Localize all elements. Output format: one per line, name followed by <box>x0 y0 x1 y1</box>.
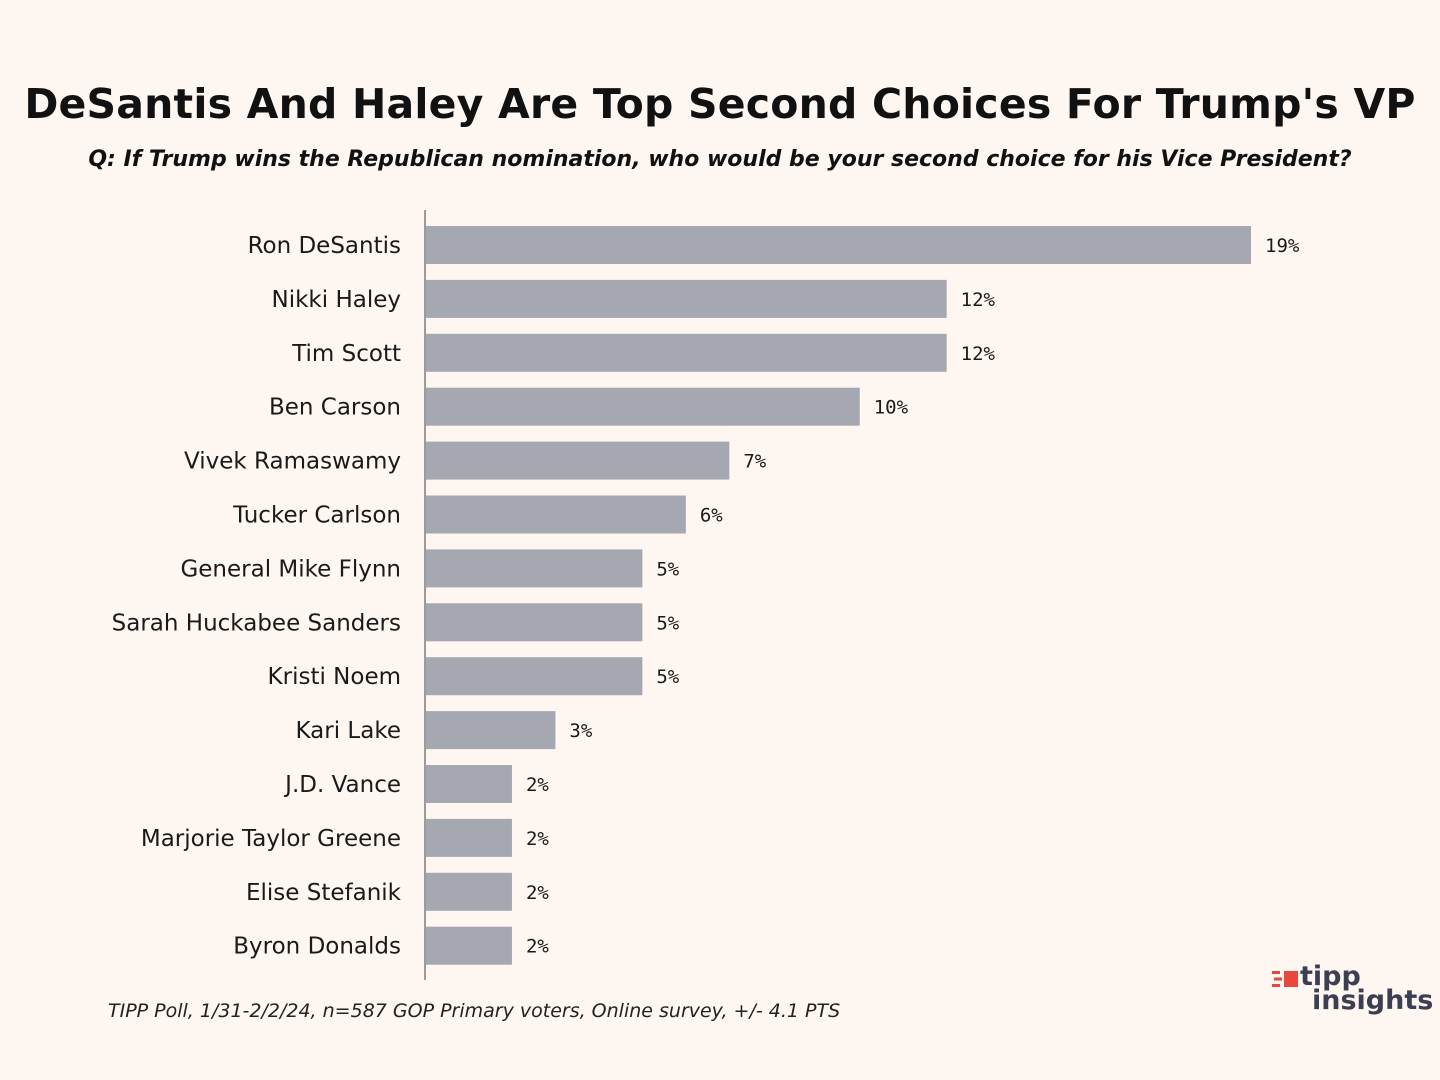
category-label: Tim Scott <box>291 341 401 367</box>
value-label: 2% <box>526 936 549 958</box>
value-label: 2% <box>526 774 549 796</box>
value-label: 5% <box>656 612 679 634</box>
bar-tucker-carlson <box>426 495 686 534</box>
category-label: Ron DeSantis <box>248 233 401 259</box>
value-label: 3% <box>569 720 592 742</box>
bar-kristi-noem <box>426 657 643 696</box>
bar-vivek-ramaswamy <box>426 441 730 480</box>
value-label: 12% <box>961 289 996 311</box>
category-label: J.D. Vance <box>283 772 401 798</box>
value-label: 6% <box>700 505 723 527</box>
category-label: Kristi Noem <box>268 664 401 690</box>
chart-title: DeSantis And Haley Are Top Second Choice… <box>24 80 1416 128</box>
bar-ron-desantis <box>426 226 1251 264</box>
bar-j-d-vance <box>426 765 512 803</box>
bar-ben-carson <box>426 387 860 426</box>
tipp-logo-mark-icon <box>1272 971 1298 987</box>
value-label: 2% <box>526 882 549 904</box>
value-label: 2% <box>526 828 549 850</box>
value-label: 12% <box>961 343 996 365</box>
category-label: Elise Stefanik <box>246 880 402 906</box>
category-label: Nikki Haley <box>272 287 401 313</box>
category-label: Marjorie Taylor Greene <box>141 826 401 852</box>
bar-marjorie-taylor-greene <box>426 818 512 857</box>
value-label: 5% <box>656 558 679 580</box>
value-label: 7% <box>743 451 766 473</box>
value-label: 5% <box>656 666 679 688</box>
value-label: 19% <box>1265 235 1300 257</box>
category-label: Sarah Huckabee Sanders <box>112 610 401 636</box>
bar-sarah-huckabee-sanders <box>426 603 643 642</box>
category-label: Byron Donalds <box>233 934 401 960</box>
tipp-insights-logo: tipp insights <box>1270 961 1434 1022</box>
logo-text-tipp: tipp <box>1300 961 1361 992</box>
category-label: General Mike Flynn <box>180 556 401 582</box>
bar-elise-stefanik <box>426 872 512 911</box>
logo-text-insights: insights <box>1312 985 1434 1016</box>
bar-kari-lake <box>426 711 556 750</box>
category-label: Vivek Ramaswamy <box>184 449 401 475</box>
chart-subtitle: Q: If Trump wins the Republican nominati… <box>88 147 1352 172</box>
category-label: Tucker Carlson <box>232 503 401 529</box>
bar-nikki-haley <box>426 279 947 318</box>
category-label: Kari Lake <box>296 718 402 744</box>
bar-byron-donalds <box>426 926 512 965</box>
bar-general-mike-flynn <box>426 549 643 588</box>
category-label: Ben Carson <box>269 395 401 421</box>
footer-note: TIPP Poll, 1/31-2/2/24, n=587 GOP Primar… <box>108 1000 841 1022</box>
bar-tim-scott <box>426 333 947 372</box>
value-label: 10% <box>874 397 909 419</box>
